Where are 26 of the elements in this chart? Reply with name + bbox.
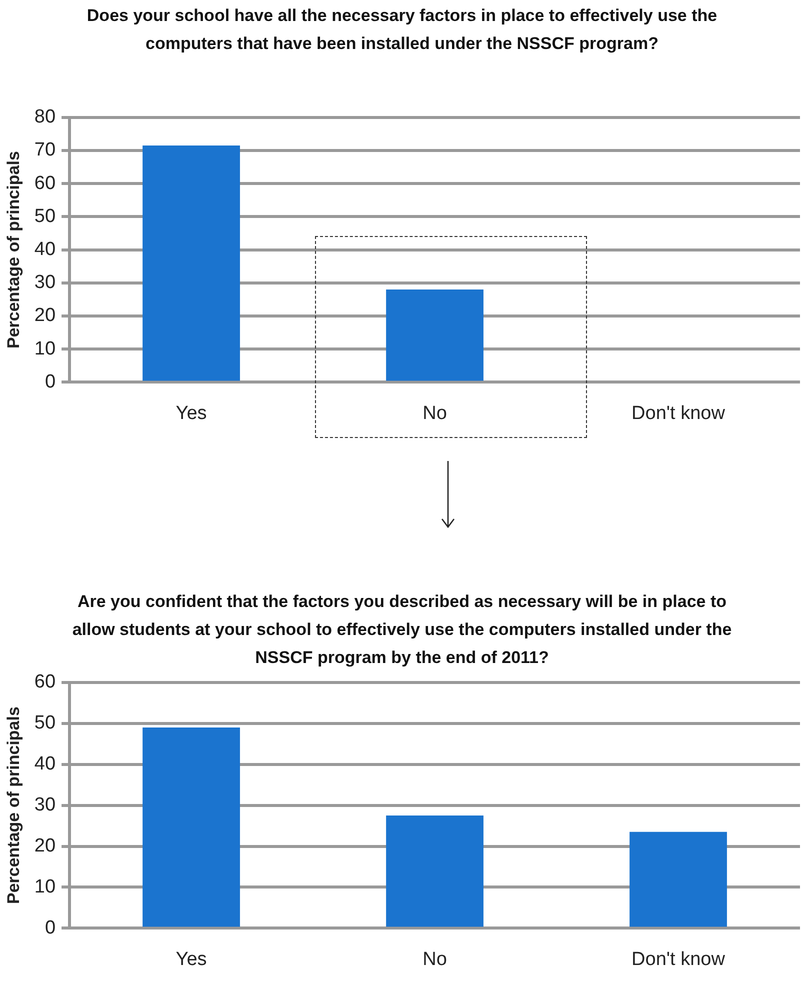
y-tick-label: 0 <box>44 917 56 938</box>
x-tick-label: Don't know <box>632 948 726 970</box>
y-tick-label: 30 <box>34 794 56 816</box>
y-tick-label: 80 <box>34 106 56 128</box>
y-tick-label: 20 <box>34 836 56 856</box>
y-tick-label: 0 <box>44 371 56 392</box>
x-tick-label: Don't know <box>632 402 726 424</box>
y-axis-title: Percentage of principals <box>4 151 23 349</box>
y-tick-label: 70 <box>34 140 56 161</box>
x-tick-label: No <box>422 402 447 424</box>
y-tick-label: 10 <box>34 338 56 360</box>
y-tick-label: 50 <box>34 712 56 734</box>
y-tick-label: 20 <box>34 305 56 326</box>
y-tick-label: 40 <box>34 239 56 260</box>
y-tick-label: 10 <box>34 876 56 898</box>
y-tick-label: 50 <box>34 206 56 227</box>
y-tick-label: 60 <box>34 672 56 693</box>
x-tick-label: Yes <box>176 948 207 970</box>
chart-title: Does your school have all the necessary factors in place to effectively use the computers that have been installed under the NSSCF program? <box>86 5 718 55</box>
x-tick-label: No <box>422 948 447 970</box>
chart-title: Are you confident that the factors you described as necessary will be in place to allow students at your school to effectively use the computers installed under the NSSCF program by the end of 2011? <box>71 591 733 669</box>
y-tick-label: 30 <box>34 272 56 294</box>
y-tick-label: 60 <box>34 172 56 194</box>
y-axis-title: Percentage of principals <box>4 706 23 904</box>
x-tick-label: Yes <box>176 402 207 424</box>
y-tick-label: 40 <box>34 754 56 775</box>
